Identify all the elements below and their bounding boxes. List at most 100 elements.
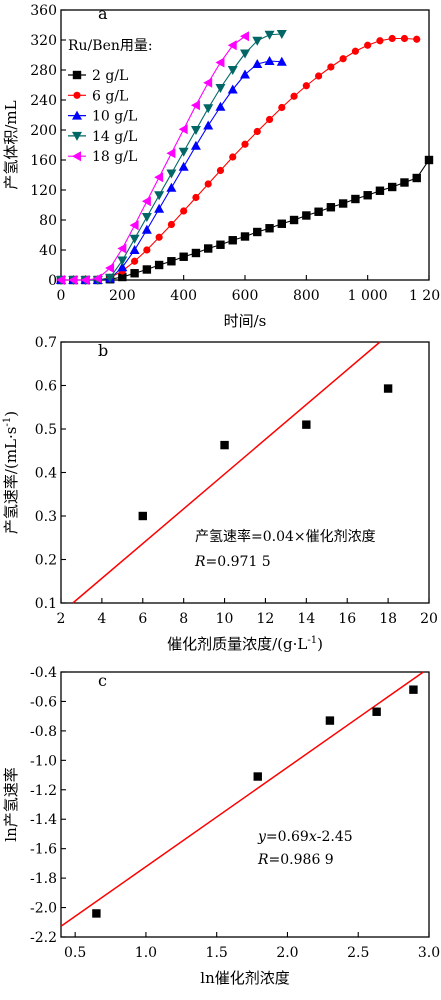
data-point [203, 104, 214, 114]
y-tick-label: 120 [30, 183, 57, 199]
y-tick-label: 0.3 [35, 509, 57, 525]
data-point [375, 186, 385, 195]
data-point [290, 92, 298, 100]
x-tick-label: 20 [420, 611, 438, 627]
x-tick-label: 4 [97, 611, 106, 627]
data-point [204, 180, 212, 188]
data-point [265, 224, 274, 233]
data-point [253, 227, 262, 237]
data-point [154, 191, 165, 201]
data-point [364, 41, 372, 49]
x-axis-label-main: 催化剂质量浓度/(g·L [167, 635, 307, 653]
panel-b: 2 4 6 8 10 12 14 16 18 20 0.1 0.2 0.3 0.4 0.5 0.6 0.7 b 催化… [2, 335, 438, 653]
legend-label: 14 g/L [92, 129, 137, 145]
data-point [315, 72, 323, 80]
data-point [400, 178, 409, 187]
legend-marker [72, 70, 82, 80]
data-point [142, 265, 152, 274]
data-point [117, 256, 128, 266]
y-tick-label: -1.0 [30, 753, 57, 769]
y-tick-label: -1.8 [30, 871, 57, 887]
data-point [253, 772, 262, 781]
panel-label: b [98, 341, 108, 360]
data-point [264, 30, 275, 40]
y-tick-label: 40 [39, 243, 57, 259]
x-tick-label: 1 200 [409, 288, 441, 304]
data-point [363, 191, 372, 200]
y-tick-label: 200 [30, 123, 57, 139]
data-point [302, 420, 311, 429]
data-point [326, 203, 336, 212]
y-tick-label: -0.4 [30, 665, 57, 681]
r-value: =0.971 5 [206, 554, 271, 570]
x-tick-label: 10 [216, 611, 234, 627]
legend-marker [72, 151, 81, 162]
x-axis-label: ln催化剂浓度 [200, 969, 289, 987]
y-axis-label-sup: -1 [2, 417, 13, 427]
data-point [190, 100, 200, 111]
legend-label: 2 g/L [92, 68, 128, 84]
panel-a: 0 200 400 600 800 1 000 1 200 0 40 80 120 160 200 240… [2, 3, 441, 330]
data-point [424, 155, 434, 165]
y-tick-label: 160 [30, 153, 57, 169]
y-tick-label: -0.8 [30, 724, 57, 740]
data-point [117, 243, 127, 254]
fit-equation-part: -2.45 [317, 829, 353, 845]
data-point [179, 252, 188, 261]
data-point [215, 57, 225, 68]
y-axis-label-main: 产氢速率/(mL·s [2, 427, 20, 535]
data-point [327, 63, 335, 71]
x-tick-label: 1 000 [348, 288, 388, 304]
x-tick-label: 2 [57, 611, 66, 627]
data-point [167, 257, 176, 266]
data-point [141, 213, 152, 222]
data-point [277, 219, 286, 228]
fit-line [72, 341, 381, 604]
legend-label: 6 g/L [92, 88, 128, 104]
data-point [220, 440, 229, 450]
data-point [180, 207, 188, 215]
data-point [166, 148, 176, 159]
y-tick-label: -1.2 [30, 783, 57, 799]
data-point [376, 37, 384, 45]
data-point [191, 248, 201, 258]
y-tick-label: 80 [39, 213, 57, 229]
y-axis-label: 产氢体积/mL [2, 100, 20, 189]
data-point [229, 153, 237, 161]
data-point [203, 77, 213, 88]
data-point [252, 36, 263, 46]
data-point [351, 194, 360, 204]
x-tick-label: 18 [379, 611, 397, 627]
x-tick-label: 16 [338, 611, 356, 627]
data-point [105, 263, 115, 273]
legend-marker [72, 110, 82, 120]
series-18-g-L [56, 31, 249, 285]
correlation-coefficient: R=0.986 9 [257, 852, 334, 868]
fit-equation-part: y [257, 829, 267, 845]
data-point [178, 147, 189, 157]
data-point [240, 31, 249, 42]
data-point [92, 909, 101, 918]
series-line [61, 159, 430, 281]
y-tick-label: -0.6 [30, 694, 57, 710]
r-value: =0.986 9 [269, 852, 334, 868]
data-point [105, 273, 116, 283]
y-tick-label: 280 [30, 63, 57, 79]
data-point [204, 244, 213, 253]
y-axis-label: 产氢速率/(mL·s-1) [2, 411, 20, 534]
data-point [118, 272, 127, 282]
data-point [138, 511, 147, 521]
x-axis-label-sup: -1 [307, 635, 317, 646]
x-tick-label: 8 [179, 611, 188, 627]
y-tick-label: -1.4 [30, 812, 57, 828]
data-point [388, 34, 396, 43]
fit-line [60, 671, 424, 927]
data-point [190, 126, 201, 135]
data-point [413, 35, 421, 43]
x-axis-label-tail: ) [317, 635, 323, 653]
fit-equation: y=0.69x-2.45 [257, 829, 353, 845]
legend-label: 18 g/L [92, 149, 137, 165]
data-point [190, 140, 201, 150]
data-point [240, 49, 250, 59]
data-point [252, 59, 263, 68]
